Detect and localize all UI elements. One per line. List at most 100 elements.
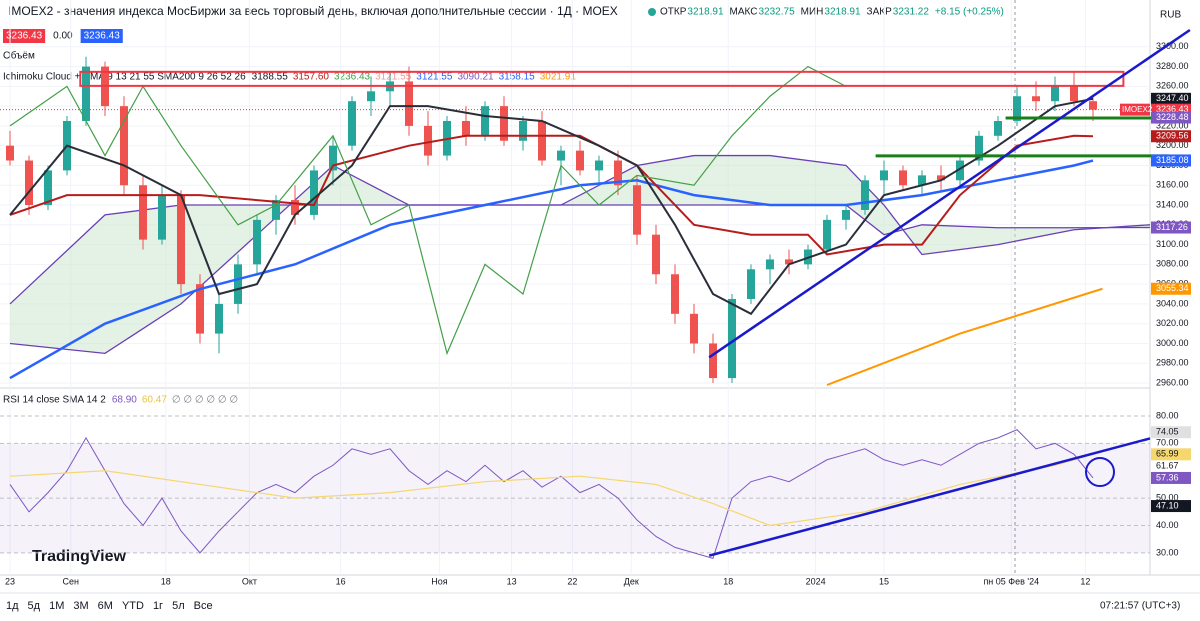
currency[interactable]: RUB [1160, 10, 1181, 21]
candle-body [937, 175, 945, 181]
range-button[interactable]: YTD [122, 600, 144, 612]
candle-body [690, 313, 698, 344]
y-tick-label: 3200.00 [1156, 140, 1189, 150]
axis-label: 74.05 [1156, 427, 1179, 437]
price-box: 3236.43 [6, 31, 43, 42]
y-tick-label: 3040.00 [1156, 298, 1189, 308]
candle-body [234, 264, 242, 304]
candle-body [918, 175, 926, 186]
axis-label: 65.99 [1156, 449, 1179, 459]
candle-body [747, 269, 755, 299]
indicator-value: 3090.21 [457, 72, 494, 83]
rsi-tick-label: 70.00 [1156, 438, 1179, 448]
x-tick-label: пн 05 Фев '24 [983, 576, 1039, 586]
indicator-value: 3157.60 [293, 72, 330, 83]
ohlc-label: ОТКР [660, 7, 687, 18]
ohlc-value: 3218.91 [687, 7, 724, 18]
candle-body [576, 150, 584, 171]
candle-body [310, 170, 318, 215]
rsi-legend: RSI 14 close SMA 14 2 [3, 395, 106, 406]
candle-body [595, 160, 603, 171]
axis-label: 3209.56 [1156, 131, 1189, 141]
y-tick-label: 3300.00 [1156, 41, 1189, 51]
axis-label: 61.67 [1156, 461, 1179, 471]
candle-body [44, 170, 52, 206]
y-tick-label: 3020.00 [1156, 318, 1189, 328]
indicator-value: 3236.43 [334, 72, 371, 83]
axis-label: 47.10 [1156, 500, 1179, 510]
y-tick-label: 2960.00 [1156, 377, 1189, 387]
rsi-tick-label: 50.00 [1156, 492, 1179, 502]
symbol-tag: IMOEX2 [1122, 105, 1153, 114]
x-tick-label: Дек [624, 576, 639, 586]
axis-label-bg [1151, 471, 1191, 484]
indicator-value: 3158.15 [499, 72, 536, 83]
y-tick-label: 3280.00 [1156, 61, 1189, 71]
candle-body [842, 209, 850, 220]
range-button[interactable]: 1г [153, 600, 163, 612]
x-tick-label: 16 [336, 576, 346, 586]
axis-label: 3185.08 [1156, 155, 1189, 165]
candle-body [538, 120, 546, 161]
candle-body [462, 120, 470, 136]
candle-body [139, 185, 147, 240]
axis-label-bg [1151, 154, 1191, 167]
candle-body [481, 106, 489, 136]
candle-body [1089, 101, 1097, 110]
axis-label-bg [1151, 448, 1191, 461]
candle-body [671, 274, 679, 314]
axis-label: 57.36 [1156, 472, 1179, 482]
x-tick-label: 12 [1080, 576, 1090, 586]
x-tick-label: 23 [5, 576, 15, 586]
range-button[interactable]: 3М [73, 600, 88, 612]
candle-body [291, 200, 299, 215]
range-button[interactable]: 5л [172, 600, 185, 612]
axis-label: 3236.43 [1156, 104, 1189, 114]
x-tick-label: 2024 [806, 576, 826, 586]
y-tick-label: 3080.00 [1156, 259, 1189, 269]
trend-line [708, 28, 1191, 359]
range-button[interactable]: Все [194, 600, 213, 612]
candle-body [785, 259, 793, 265]
status-dot [648, 8, 656, 16]
x-tick-label: Ноя [431, 576, 448, 586]
price-box-bg [80, 29, 123, 43]
candle-body [6, 145, 14, 161]
candle-body [177, 195, 185, 285]
candle-body [367, 91, 375, 102]
candle-body [614, 160, 622, 186]
x-tick-label: 22 [567, 576, 577, 586]
y-tick-label: 3260.00 [1156, 81, 1189, 91]
range-button[interactable]: 5д [28, 600, 41, 612]
axis-label-bg [1151, 92, 1191, 105]
y-tick-label: 3220.00 [1156, 120, 1189, 130]
candle-body [823, 219, 831, 250]
brand: TradingView [32, 548, 127, 565]
candle-body [196, 284, 204, 334]
axis-label-bg [1151, 111, 1191, 124]
ohlc-label: МАКС [730, 7, 758, 18]
candle-body [82, 66, 90, 121]
y-tick-label: 3140.00 [1156, 199, 1189, 209]
axis-label-bg [1151, 221, 1191, 234]
indicator-line [9, 97, 1094, 316]
rsi-trend-line [708, 437, 1151, 557]
candle-body [215, 303, 223, 334]
candle-body [728, 298, 736, 379]
candle-body [158, 195, 166, 240]
range-button[interactable]: 1М [49, 600, 64, 612]
candle-body [329, 145, 337, 171]
candle-body [253, 219, 261, 265]
y-tick-label: 3100.00 [1156, 239, 1189, 249]
candle-body [880, 170, 888, 181]
volume-label: Объём [3, 50, 35, 62]
range-button[interactable]: 6М [98, 600, 113, 612]
rsi-value: 60.47 [142, 395, 167, 406]
candle-body [348, 101, 356, 146]
y-tick-label: 3160.00 [1156, 180, 1189, 190]
price-box: 3236.43 [84, 31, 121, 42]
candle-body [994, 120, 1002, 136]
candle-body [861, 180, 869, 210]
range-button[interactable]: 1д [6, 600, 19, 612]
x-tick-label: Сен [63, 576, 80, 586]
